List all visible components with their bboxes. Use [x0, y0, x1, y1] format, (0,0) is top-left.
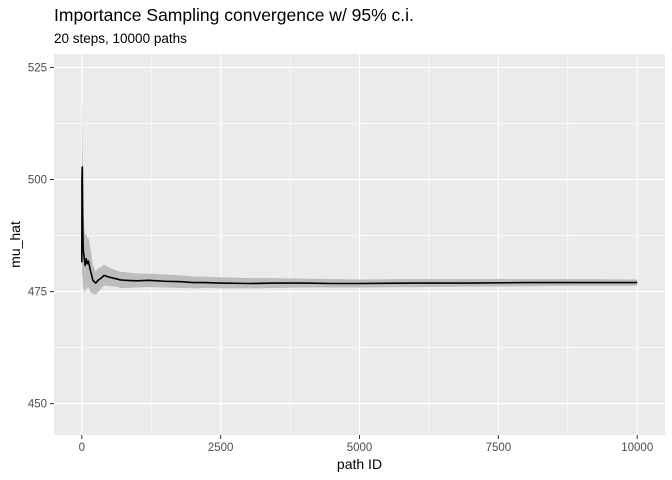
- x-tick-label: 0: [79, 442, 85, 454]
- y-tick-label: 450: [28, 399, 47, 411]
- y-axis-title: mu_hat: [7, 221, 23, 268]
- x-tick-label: 7500: [486, 442, 512, 454]
- chart-title: Importance Sampling convergence w/ 95% c…: [54, 5, 414, 25]
- mu-hat-line: [81, 166, 638, 285]
- x-tick-label: 5000: [347, 442, 373, 454]
- axes: 0 2500 5000 7500 10000 450 475 500 525: [28, 62, 653, 454]
- x-tick-label: 10000: [621, 442, 653, 454]
- y-tick-label: 475: [28, 287, 47, 299]
- y-tick-label: 525: [28, 62, 47, 74]
- x-axis-title: path ID: [337, 456, 382, 472]
- x-tick-label: 2500: [208, 442, 234, 454]
- chart-subtitle: 20 steps, 10000 paths: [54, 31, 187, 46]
- y-tick-label: 500: [28, 175, 47, 187]
